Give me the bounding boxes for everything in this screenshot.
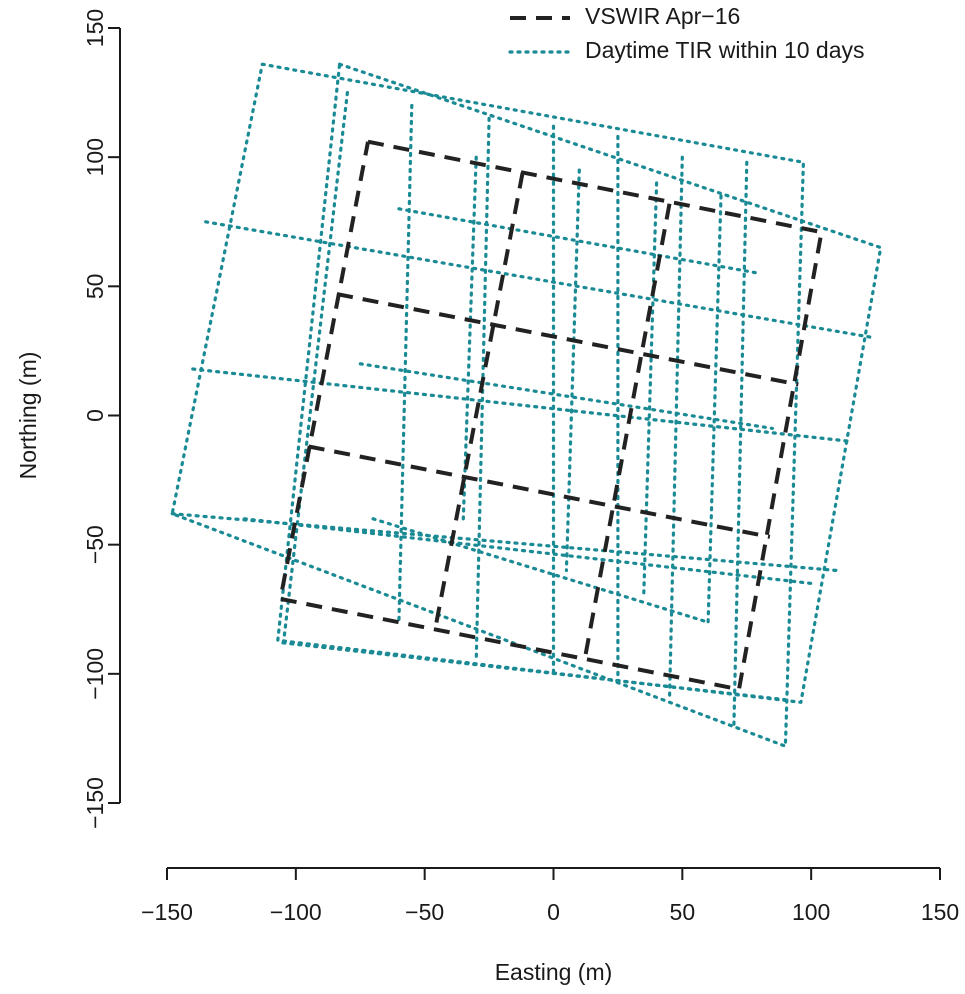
- legend-label-0: VSWIR Apr−16: [585, 3, 740, 29]
- tir-line-2: [204, 220, 878, 340]
- x-tick-label: −150: [141, 899, 193, 925]
- y-tick-label: 50: [82, 274, 108, 300]
- vswir-line-4: [582, 203, 672, 662]
- vswir-line-1: [336, 292, 799, 387]
- tir-line-8: [358, 362, 775, 430]
- tir-line-0: [170, 62, 806, 748]
- y-tick-label: −50: [82, 525, 108, 564]
- x-tick-label: −100: [270, 899, 322, 925]
- legend-label-1: Daytime TIR within 10 days: [585, 37, 865, 63]
- axes: −150 −100 −50 0 50 100 150 Easting (m) −150 −100 −…: [15, 9, 959, 985]
- legend: VSWIR Apr−16 Daytime TIR within 10 days: [508, 3, 865, 63]
- y-tick-label: −100: [82, 648, 108, 700]
- vswir-line-2: [308, 444, 771, 539]
- tir-line-5: [242, 517, 813, 586]
- tir-line-18: [564, 168, 581, 573]
- series-vswir: [278, 139, 824, 692]
- y-tick-label: −150: [82, 777, 108, 829]
- tir-line-20: [706, 194, 723, 624]
- tir-line-3: [191, 367, 852, 443]
- series-layer: [170, 62, 883, 748]
- tir-line-19: [642, 181, 659, 598]
- x-tick-label: 0: [547, 899, 560, 925]
- y-tick-label: 100: [82, 138, 108, 176]
- x-axis-title: Easting (m): [495, 959, 613, 985]
- tir-line-9: [371, 517, 710, 624]
- tir-line-1: [276, 62, 883, 704]
- tir-line-10: [281, 90, 349, 650]
- y-tick-label: 150: [82, 9, 108, 47]
- x-tick-label: 50: [670, 899, 696, 925]
- y-axis-title: Northing (m): [15, 352, 41, 480]
- x-tick-label: −50: [405, 899, 444, 925]
- vswir-line-0: [278, 139, 824, 692]
- tir-line-15: [667, 155, 684, 702]
- tir-line-16: [732, 160, 749, 728]
- series-tir: [170, 62, 883, 748]
- tir-line-11: [397, 103, 414, 624]
- y-tick-label: 0: [82, 409, 108, 422]
- tir-line-7: [397, 207, 762, 275]
- x-tick-label: 100: [792, 899, 830, 925]
- x-tick-label: 150: [921, 899, 959, 925]
